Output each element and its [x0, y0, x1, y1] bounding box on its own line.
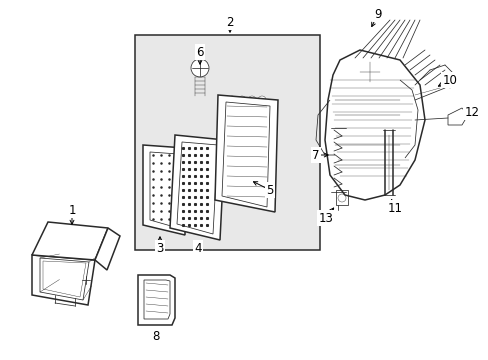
- Text: 4: 4: [194, 242, 202, 255]
- Circle shape: [238, 96, 245, 104]
- Circle shape: [359, 62, 379, 82]
- Polygon shape: [32, 222, 108, 260]
- Polygon shape: [32, 255, 95, 305]
- Text: 5: 5: [266, 184, 273, 197]
- Polygon shape: [170, 135, 224, 240]
- Circle shape: [191, 59, 208, 77]
- Text: 7: 7: [312, 149, 319, 162]
- Text: 13: 13: [318, 212, 333, 225]
- Circle shape: [247, 96, 256, 104]
- Polygon shape: [142, 145, 184, 235]
- Polygon shape: [95, 228, 120, 270]
- Text: 12: 12: [464, 105, 479, 118]
- Text: 10: 10: [442, 73, 456, 86]
- Text: 1: 1: [68, 203, 76, 216]
- Text: 2: 2: [226, 15, 233, 28]
- Text: 6: 6: [196, 45, 203, 59]
- Polygon shape: [215, 95, 278, 212]
- Circle shape: [227, 96, 236, 104]
- Polygon shape: [138, 275, 175, 325]
- Polygon shape: [325, 50, 424, 200]
- Circle shape: [258, 96, 265, 104]
- Text: 11: 11: [386, 202, 402, 215]
- Text: 8: 8: [152, 330, 160, 343]
- Text: 9: 9: [373, 8, 381, 21]
- Bar: [135, 35, 319, 250]
- Text: 3: 3: [156, 242, 163, 255]
